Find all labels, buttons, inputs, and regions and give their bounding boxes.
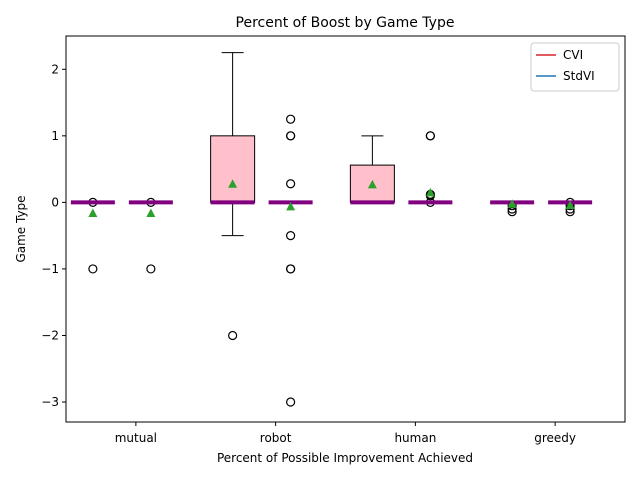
axes-frame <box>65 35 626 423</box>
y-tick-label: 0 <box>51 195 59 209</box>
box-cvi-robot <box>210 52 256 341</box>
outlier-point <box>286 114 296 124</box>
chart-title: Percent of Boost by Game Type <box>236 15 455 31</box>
outlier-point <box>88 264 98 274</box>
y-tick-label: −2 <box>41 328 59 342</box>
mean-marker <box>286 201 296 211</box>
x-axis: mutual robot human greedy <box>115 422 576 445</box>
box-cvi-greedy <box>490 199 535 217</box>
y-axis-label: Game Type <box>14 195 28 262</box>
mean-marker <box>228 179 238 188</box>
box-body <box>210 135 256 203</box>
box-stdvi-greedy <box>548 197 593 217</box>
outlier-point <box>286 264 296 274</box>
box-cvi-mutual <box>70 197 115 274</box>
outlier-point <box>425 131 435 141</box>
mean-marker <box>146 208 156 218</box>
y-axis: 2 1 0 −1 −2 −3 <box>41 62 66 409</box>
plot-area <box>70 52 593 407</box>
mean-marker <box>565 200 575 210</box>
outlier-point <box>228 330 238 341</box>
mean-marker <box>367 179 377 189</box>
x-axis-label: Percent of Possible Improvement Achieved <box>217 451 473 465</box>
outlier-point <box>286 231 296 241</box>
outlier-point <box>286 179 296 189</box>
y-tick-label: −3 <box>41 395 59 409</box>
box-cvi-human <box>349 135 395 205</box>
box-stdvi-robot <box>268 114 313 407</box>
x-tick-label: mutual <box>115 431 157 445</box>
outlier-point <box>286 397 296 407</box>
x-tick-label: human <box>394 431 436 445</box>
mean-marker <box>507 199 517 208</box>
outlier-point <box>286 131 296 141</box>
x-tick-label: robot <box>260 431 292 445</box>
y-tick-label: 1 <box>51 129 59 143</box>
legend-label-cvi: CVI <box>563 48 583 62</box>
box-stdvi-mutual <box>128 197 173 274</box>
mean-marker <box>425 187 435 197</box>
mean-marker <box>88 208 98 218</box>
legend-label-stdvi: StdVI <box>563 69 595 83</box>
legend: CVI StdVI <box>530 42 620 92</box>
y-tick-label: 2 <box>51 62 59 76</box>
x-tick-label: greedy <box>534 431 576 445</box>
box-stdvi-human <box>408 131 453 207</box>
outlier-point <box>146 264 156 274</box>
y-tick-label: −1 <box>41 262 59 276</box>
